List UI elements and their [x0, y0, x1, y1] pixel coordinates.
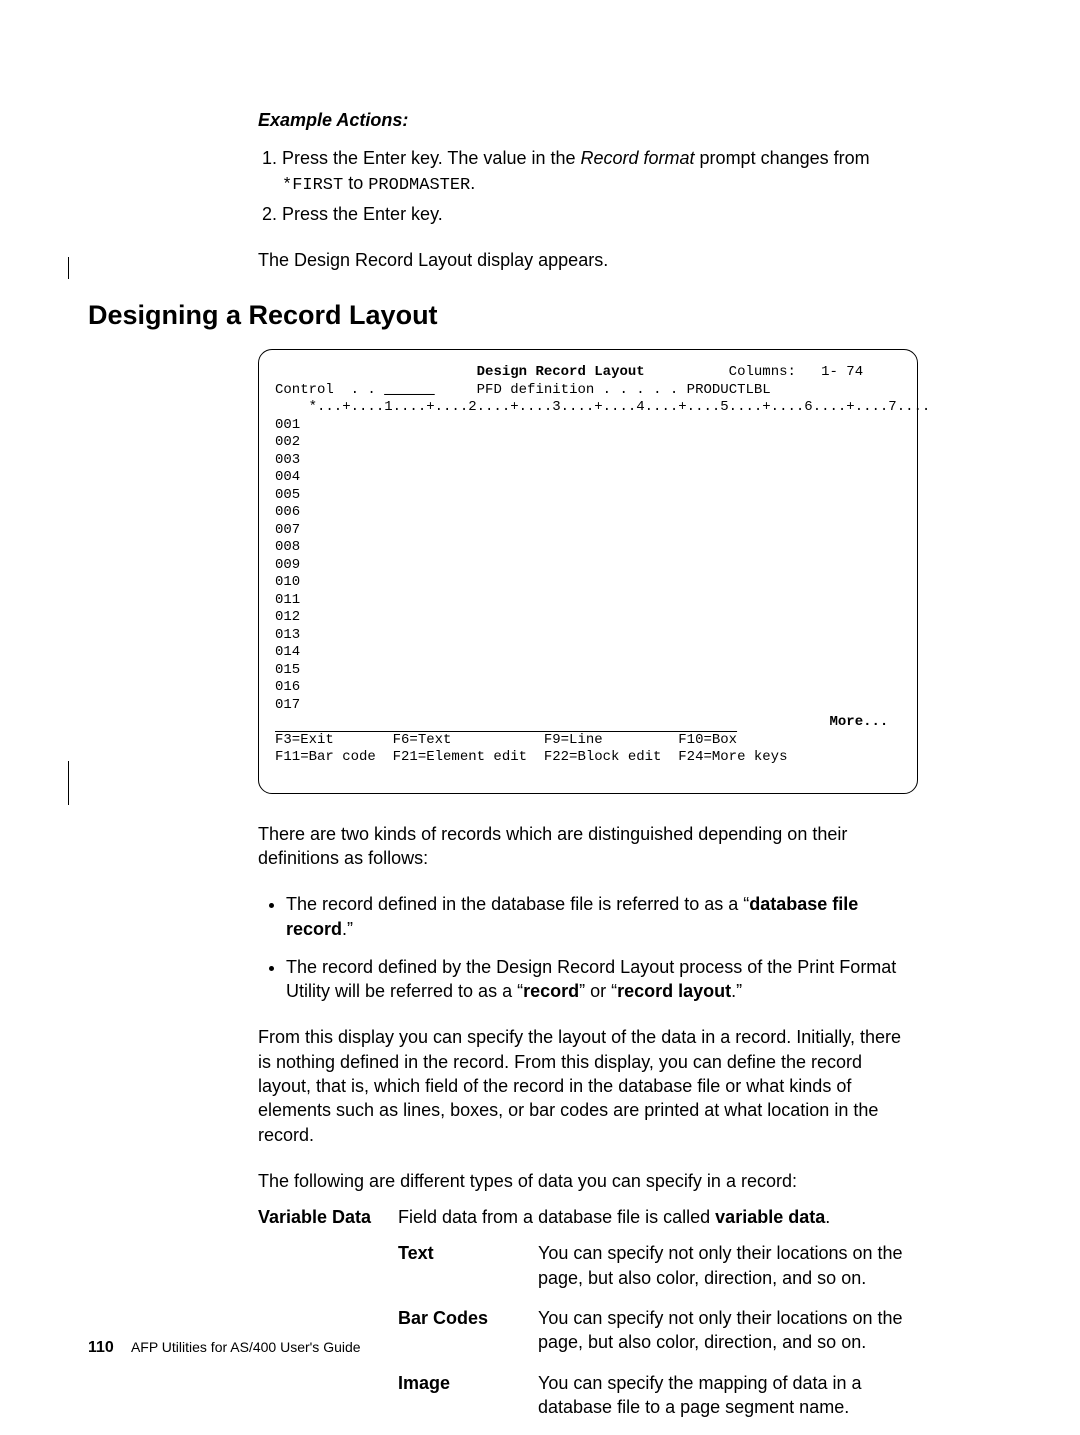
text: . — [470, 173, 475, 193]
row-number: 010 — [275, 574, 901, 592]
row-number: 012 — [275, 609, 901, 627]
definition-desc: You can specify not only their locations… — [538, 1241, 918, 1290]
text: .” — [731, 981, 742, 1001]
text: ” or “ — [579, 981, 617, 1001]
pad — [275, 364, 477, 380]
row-number: 015 — [275, 662, 901, 680]
row-number: 003 — [275, 452, 901, 470]
bold-term: variable data — [715, 1207, 825, 1227]
sub-definition-list: Text You can specify not only their loca… — [398, 1241, 918, 1419]
paragraph: There are two kinds of records which are… — [258, 822, 918, 871]
change-bar — [68, 761, 71, 805]
ruler: *...+....1....+....2....+....3....+....4… — [275, 399, 901, 417]
control-label: Control . . — [275, 382, 384, 398]
example-actions-heading: Example Actions: — [258, 108, 918, 132]
text: Press the Enter key. The value in the — [282, 148, 581, 168]
row-number: 011 — [275, 592, 901, 610]
row-number: 001 — [275, 417, 901, 435]
screen-title: Design Record Layout — [477, 364, 645, 380]
row-number: 013 — [275, 627, 901, 645]
control-input[interactable]: ______ — [384, 382, 434, 398]
function-keys-row: F11=Bar code F21=Element edit F22=Block … — [275, 749, 901, 767]
row-number: 004 — [275, 469, 901, 487]
row-number: 009 — [275, 557, 901, 575]
text: Field data from a database file is calle… — [398, 1207, 715, 1227]
more-indicator: More... — [275, 714, 901, 732]
definition-row: Variable Data Field data from a database… — [258, 1205, 918, 1435]
bold-term: record layout — [617, 981, 731, 1001]
text: . — [825, 1207, 830, 1227]
row-number: 017 — [275, 697, 901, 715]
definition-term: Text — [398, 1241, 538, 1290]
body-column: Example Actions: Press the Enter key. Th… — [258, 108, 918, 272]
list-item: The record defined in the database file … — [286, 892, 918, 941]
row-number: 008 — [275, 539, 901, 557]
text: prompt changes from — [695, 148, 870, 168]
definition-desc: Field data from a database file is calle… — [398, 1205, 918, 1435]
row-number: 007 — [275, 522, 901, 540]
page-footer: 110 AFP Utilities for AS/400 User's Guid… — [88, 1339, 361, 1357]
row-number: 006 — [275, 504, 901, 522]
mono-prodmaster: PRODMASTER — [368, 176, 470, 195]
mono-first: *FIRST — [282, 176, 343, 195]
row-number: 014 — [275, 644, 901, 662]
pfd-label: PFD definition . . . . . PRODUCTLBL — [435, 382, 771, 398]
page-number: 110 — [88, 1339, 114, 1356]
row-number: 002 — [275, 434, 901, 452]
section-heading: Designing a Record Layout — [88, 300, 992, 331]
list-item: The record defined by the Design Record … — [286, 955, 918, 1004]
paragraph: The Design Record Layout display appears… — [258, 248, 918, 272]
definition-term: Bar Codes — [398, 1306, 538, 1355]
action-item: Press the Enter key. — [282, 202, 918, 226]
record-format-italic: Record format — [581, 148, 695, 168]
function-keys-row: F3=Exit F6=Text F9=Line F10=Box — [275, 732, 901, 750]
definition-desc: You can specify the mapping of data in a… — [538, 1371, 918, 1420]
text: to — [343, 173, 368, 193]
footer-title: AFP Utilities for AS/400 User's Guide — [131, 1339, 361, 1355]
text: The record defined in the database file … — [286, 894, 749, 914]
row-number: 016 — [275, 679, 901, 697]
definition-row: Image You can specify the mapping of dat… — [398, 1371, 918, 1420]
definition-term: Variable Data — [258, 1205, 398, 1435]
terminal-screen: Design Record Layout Columns: 1- 74 Contr… — [258, 349, 918, 794]
row-number: 005 — [275, 487, 901, 505]
actions-list: Press the Enter key. The value in the Re… — [258, 146, 918, 226]
columns-label: Columns: 1- 74 — [645, 364, 863, 380]
page: Example Actions: Press the Enter key. Th… — [0, 0, 1080, 1397]
definition-term: Image — [398, 1371, 538, 1420]
paragraph: From this display you can specify the la… — [258, 1025, 918, 1146]
bullet-list: The record defined in the database file … — [258, 892, 918, 1003]
definition-row: Text You can specify not only their loca… — [398, 1241, 918, 1290]
text: .” — [342, 919, 353, 939]
definition-row: Bar Codes You can specify not only their… — [398, 1306, 918, 1355]
action-item: Press the Enter key. The value in the Re… — [282, 146, 918, 197]
change-bar — [68, 257, 71, 279]
paragraph: The following are different types of dat… — [258, 1169, 918, 1193]
definition-desc: You can specify not only their locations… — [538, 1306, 918, 1355]
bold-term: record — [523, 981, 579, 1001]
